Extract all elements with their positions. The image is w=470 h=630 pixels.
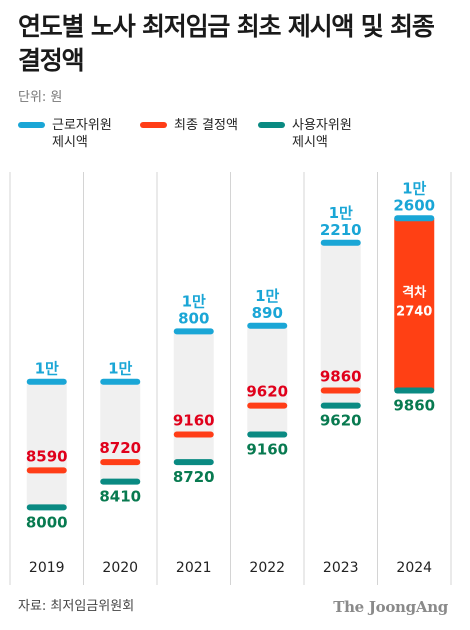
employer-offer-label: 9620 — [320, 412, 362, 430]
legend-swatch-final — [140, 122, 167, 128]
employer-offer-label: 8720 — [173, 468, 215, 486]
employer-offer-label: 9160 — [246, 441, 288, 459]
legend-swatch-employer — [258, 122, 285, 128]
legend-label-worker: 근로자위원 제시액 — [52, 118, 112, 150]
worker-offer-mark — [394, 215, 435, 222]
worker-offer-label: 1만 — [108, 360, 132, 378]
worker-offer-label: 1만 — [402, 179, 426, 197]
year-tick-label: 2020 — [102, 560, 138, 576]
year-tick-label: 2023 — [323, 560, 359, 576]
worker-offer-label: 1만 — [182, 292, 206, 310]
final-wage-label: 9160 — [173, 412, 215, 430]
range-bar — [320, 242, 361, 406]
worker-offer-label: 1만 — [255, 287, 279, 305]
worker-offer-label: 800 — [178, 309, 209, 327]
range-bar — [173, 331, 214, 463]
year-tick-label: 2021 — [176, 560, 212, 576]
worker-offer-mark — [247, 322, 288, 329]
range-bar — [247, 325, 288, 435]
worker-offer-label: 890 — [252, 304, 283, 322]
employer-offer-mark — [320, 402, 361, 409]
gap-annotation: 격차 — [402, 284, 426, 300]
range-bar — [26, 381, 67, 508]
worker-offer-mark — [173, 328, 214, 335]
worker-offer-mark — [100, 378, 141, 385]
final-wage-mark — [100, 459, 141, 466]
final-wage-mark — [320, 387, 361, 394]
worker-offer-mark — [320, 239, 361, 246]
chart-title: 연도별 노사 최저임금 최초 제시액 및 최종 결정액 — [18, 12, 435, 75]
unit-label: 단위: 원 — [18, 90, 63, 105]
brand-logo: The JoongAng — [333, 598, 448, 616]
worker-offer-label: 2210 — [320, 221, 362, 239]
year-tick-label: 2022 — [249, 560, 285, 576]
final-wage-label: 8590 — [26, 447, 68, 465]
legend: 근로자위원 제시액 최종 결정액 사용자위원 제시액 — [18, 117, 458, 157]
year-tick-label: 2019 — [29, 560, 65, 576]
final-wage-label: 9860 — [320, 368, 362, 386]
employer-offer-mark — [26, 504, 67, 511]
employer-offer-label: 9860 — [393, 397, 435, 415]
worker-offer-label: 1만 — [329, 204, 353, 222]
source-note: 자료: 최저임금위원회 — [18, 599, 135, 614]
final-wage-mark — [173, 431, 214, 438]
year-tick-label: 2024 — [396, 560, 432, 576]
employer-offer-mark — [247, 431, 288, 438]
gap-annotation: 2740 — [396, 304, 432, 319]
final-wage-label: 8720 — [99, 439, 141, 457]
employer-offer-label: 8410 — [99, 488, 141, 506]
final-wage-mark — [247, 402, 288, 409]
gap-bar — [394, 218, 435, 391]
legend-label-employer: 사용자위원 제시액 — [292, 118, 352, 150]
final-wage-label: 9620 — [246, 383, 288, 401]
range-chart: 1만8590800020191만8720841020201만8009160872… — [9, 172, 452, 585]
employer-offer-label: 8000 — [26, 513, 68, 531]
worker-offer-label: 1만 — [35, 360, 59, 378]
legend-swatch-worker — [18, 122, 45, 128]
range-bar — [100, 381, 141, 482]
worker-offer-mark — [26, 378, 67, 385]
employer-offer-mark — [100, 478, 141, 485]
legend-label-final: 최종 결정액 — [174, 118, 238, 133]
worker-offer-label: 2600 — [393, 196, 435, 214]
employer-offer-mark — [394, 387, 435, 394]
final-wage-mark — [26, 467, 67, 474]
employer-offer-mark — [173, 459, 214, 466]
